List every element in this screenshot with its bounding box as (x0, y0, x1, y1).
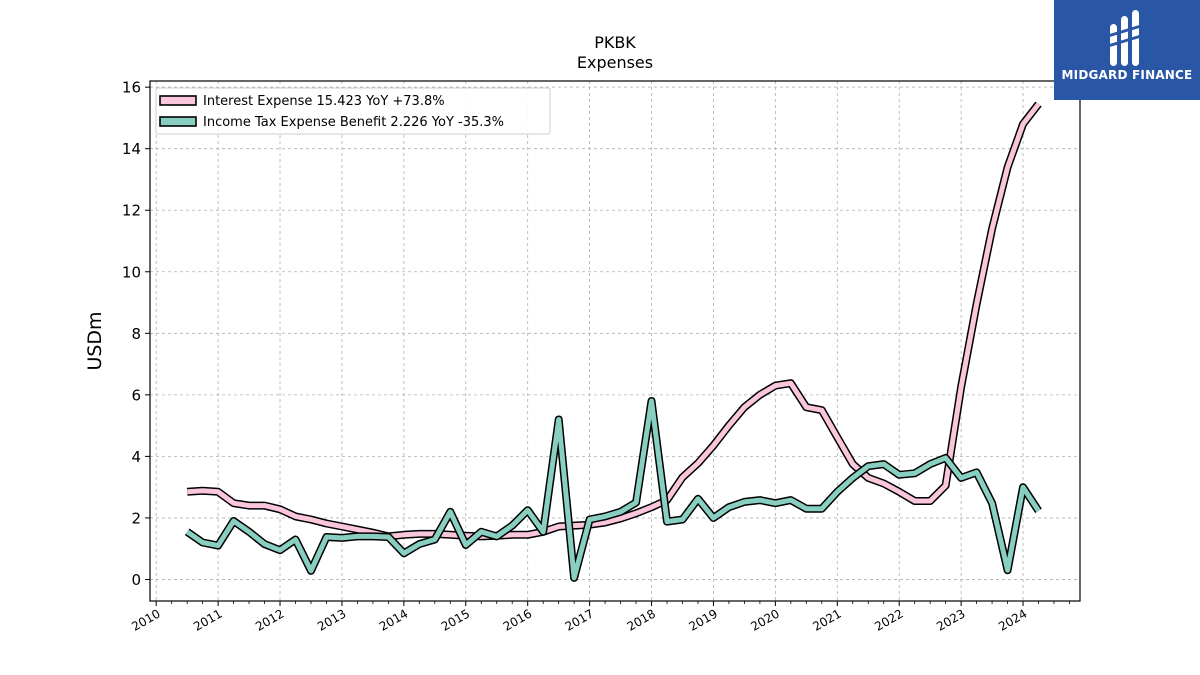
y-tick-label: 0 (131, 571, 141, 589)
chart-title: PKBK (594, 33, 636, 52)
y-tick-label: 6 (131, 386, 141, 404)
y-tick-label: 16 (122, 79, 141, 97)
x-tick-label: 2024 (996, 606, 1029, 633)
legend-swatch-0 (159, 95, 197, 106)
legend-box (155, 87, 551, 135)
y-tick-label: 10 (122, 263, 141, 281)
x-tick-label: 2014 (377, 606, 410, 633)
y-axis-label: USDm (84, 311, 106, 370)
series-line-outline-1 (184, 397, 1042, 582)
x-tick-label: 2011 (191, 606, 224, 633)
series-line-0 (187, 102, 1041, 539)
x-tick-label: 2010 (129, 606, 162, 633)
series-line-1 (185, 398, 1041, 581)
x-tick-label: 2018 (625, 606, 658, 633)
midgard-logo-icon (1107, 10, 1142, 66)
x-tick-label: 2015 (439, 606, 472, 633)
x-tick-label: 2017 (563, 606, 596, 633)
legend-label-1: Income Tax Expense Benefit 2.226 YoY -35… (203, 115, 504, 130)
x-tick-label: 2013 (315, 606, 348, 633)
plot-frame (149, 80, 1081, 602)
x-tick-label: 2022 (872, 606, 905, 633)
x-tick-label: 2021 (810, 606, 843, 633)
y-tick-label: 8 (131, 325, 141, 343)
chart-subtitle: Expenses (577, 53, 653, 72)
series-layer (184, 101, 1042, 582)
legend-label-0: Interest Expense 15.423 YoY +73.8% (203, 94, 445, 109)
y-tick-label: 4 (131, 448, 141, 466)
y-tick-label: 2 (131, 509, 141, 527)
x-tick-label: 2019 (686, 606, 719, 633)
legend-swatch-1 (159, 116, 197, 127)
logo: MIDGARD FINANCE (1054, 0, 1200, 100)
x-tick-label: 2016 (501, 606, 534, 633)
y-tick-label: 12 (122, 202, 141, 220)
y-tick-label: 14 (122, 140, 141, 158)
x-tick-label: 2023 (934, 606, 967, 633)
x-axis: 2010 2011 2012 2013 2014 2015 2016 2017 2018 2019… (129, 601, 1070, 634)
x-tick-label: 2020 (748, 606, 781, 633)
logo-text: MIDGARD FINANCE (1061, 68, 1193, 82)
grid (150, 81, 1080, 601)
legend: Interest Expense 15.423 YoY +73.8% Income… (155, 87, 551, 135)
x-tick-label: 2012 (253, 606, 286, 633)
y-axis: 0 2 4 6 8 10 12 14 16 (122, 79, 150, 589)
